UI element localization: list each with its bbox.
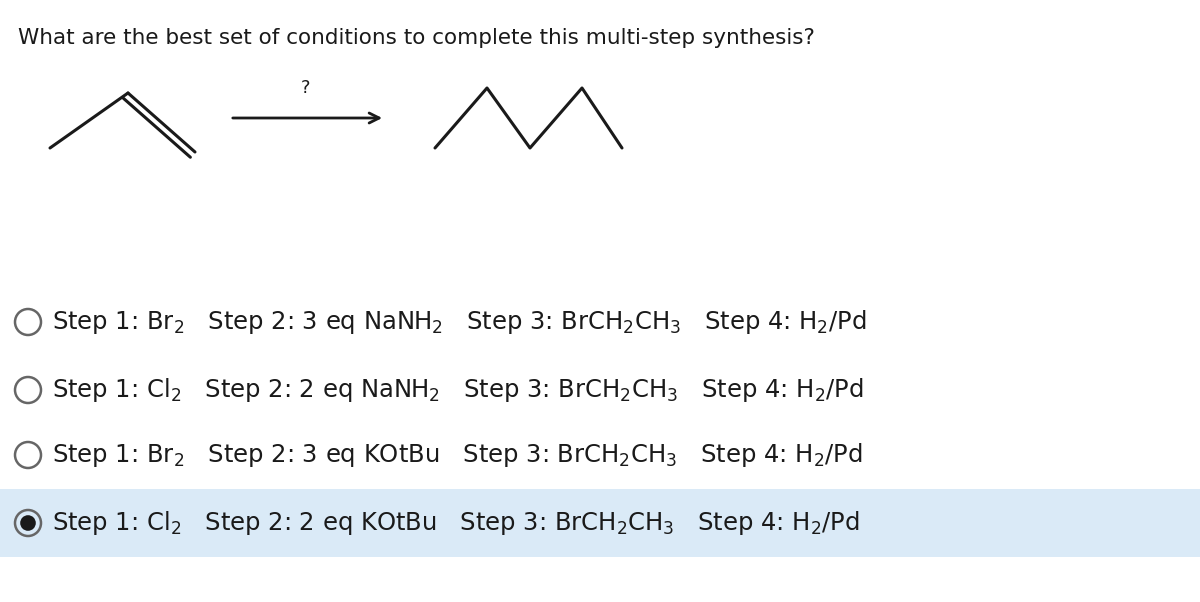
Text: Step 1: Cl$_2$   Step 2: 2 eq NaNH$_2$   Step 3: BrCH$_2$CH$_3$   Step 4: H$_2$/: Step 1: Cl$_2$ Step 2: 2 eq NaNH$_2$ Ste…: [52, 376, 864, 404]
Text: Step 1: Br$_2$   Step 2: 3 eq NaNH$_2$   Step 3: BrCH$_2$CH$_3$   Step 4: H$_2$/: Step 1: Br$_2$ Step 2: 3 eq NaNH$_2$ Ste…: [52, 308, 866, 336]
Text: What are the best set of conditions to complete this multi-step synthesis?: What are the best set of conditions to c…: [18, 28, 815, 48]
Text: Step 1: Cl$_2$   Step 2: 2 eq KOtBu   Step 3: BrCH$_2$CH$_3$   Step 4: H$_2$/Pd: Step 1: Cl$_2$ Step 2: 2 eq KOtBu Step 3…: [52, 509, 860, 537]
Text: Step 1: Br$_2$   Step 2: 3 eq KOtBu   Step 3: BrCH$_2$CH$_3$   Step 4: H$_2$/Pd: Step 1: Br$_2$ Step 2: 3 eq KOtBu Step 3…: [52, 441, 863, 469]
Bar: [0, 489, 1200, 557]
Text: ?: ?: [300, 79, 310, 97]
Circle shape: [20, 515, 36, 531]
